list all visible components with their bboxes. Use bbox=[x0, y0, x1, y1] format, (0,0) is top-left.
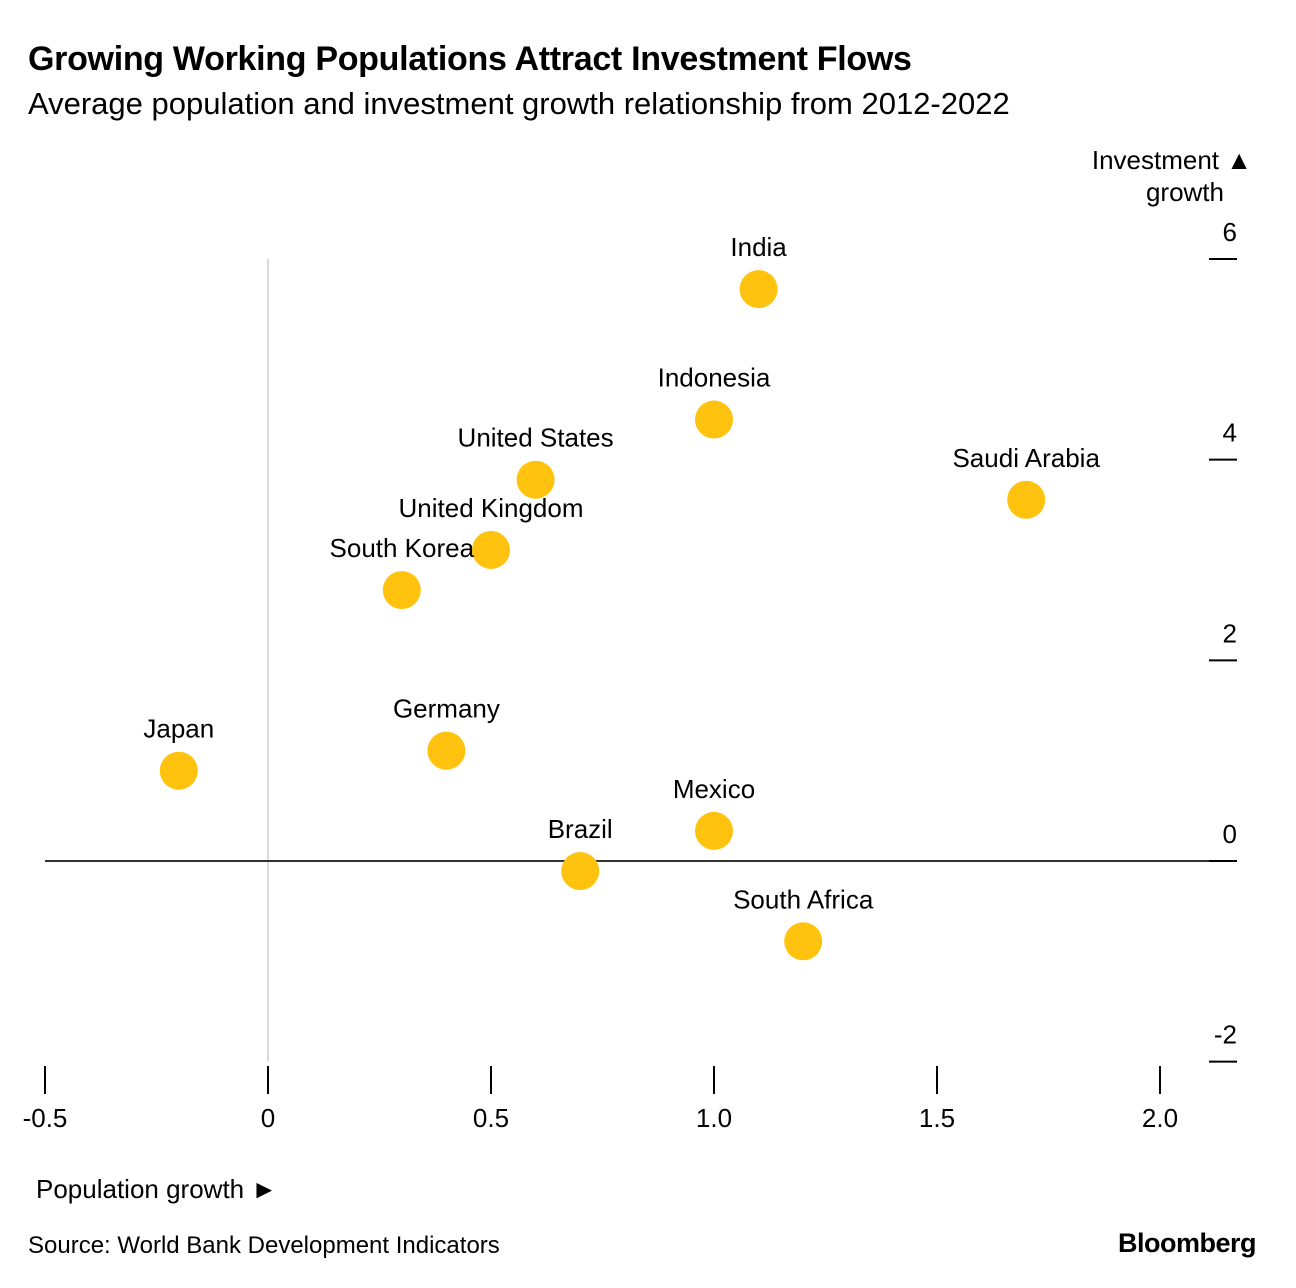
data-point-label: United Kingdom bbox=[399, 493, 584, 523]
data-point-label: Indonesia bbox=[658, 363, 771, 393]
y-axis-title: Investment ▲ growth bbox=[1092, 144, 1252, 208]
data-point-label: South Africa bbox=[733, 884, 874, 914]
y-tick-label: -2 bbox=[1214, 1020, 1237, 1050]
data-point bbox=[427, 731, 466, 770]
data-point-label: Mexico bbox=[673, 774, 755, 804]
y-tick-label: 6 bbox=[1223, 217, 1237, 247]
data-point-label: Brazil bbox=[548, 814, 613, 844]
data-point bbox=[739, 270, 778, 309]
data-point bbox=[784, 922, 823, 961]
data-point-label: India bbox=[730, 232, 787, 262]
x-tick-label: -0.5 bbox=[23, 1103, 68, 1133]
y-tick-label: 0 bbox=[1223, 819, 1237, 849]
x-tick-label: 0 bbox=[261, 1103, 275, 1133]
data-point bbox=[1007, 480, 1046, 519]
data-point bbox=[472, 530, 510, 569]
y-axis-title-line2: growth bbox=[1145, 177, 1224, 207]
data-point bbox=[159, 751, 198, 790]
source-note: Source: World Bank Development Indicator… bbox=[28, 1232, 500, 1259]
brand-logo: Bloomberg bbox=[1117, 1228, 1257, 1258]
data-point bbox=[382, 571, 421, 610]
data-point bbox=[561, 852, 600, 891]
data-point bbox=[695, 811, 733, 850]
data-point-label: Japan bbox=[143, 714, 214, 744]
data-point-label: United States bbox=[458, 423, 614, 453]
x-tick-label: 1.5 bbox=[919, 1103, 955, 1133]
x-tick-label: 2.0 bbox=[1142, 1103, 1178, 1133]
y-tick-label: 2 bbox=[1223, 618, 1237, 648]
y-tick-label: 4 bbox=[1223, 418, 1237, 448]
x-axis-title: Population growth ► bbox=[36, 1174, 278, 1204]
data-point-label: Germany bbox=[393, 694, 500, 724]
y-axis-title-line1: Investment ▲ bbox=[1091, 145, 1252, 175]
chart-subtitle: Average population and investment growth… bbox=[28, 86, 1010, 121]
data-point bbox=[516, 460, 555, 499]
data-point bbox=[695, 400, 733, 439]
data-point-label: South Korea bbox=[330, 533, 475, 563]
x-tick-label: 1.0 bbox=[696, 1103, 732, 1133]
data-point-label: Saudi Arabia bbox=[952, 443, 1100, 473]
chart-title: Growing Working Populations Attract Inve… bbox=[28, 40, 912, 78]
x-tick-label: 0.5 bbox=[473, 1103, 509, 1133]
